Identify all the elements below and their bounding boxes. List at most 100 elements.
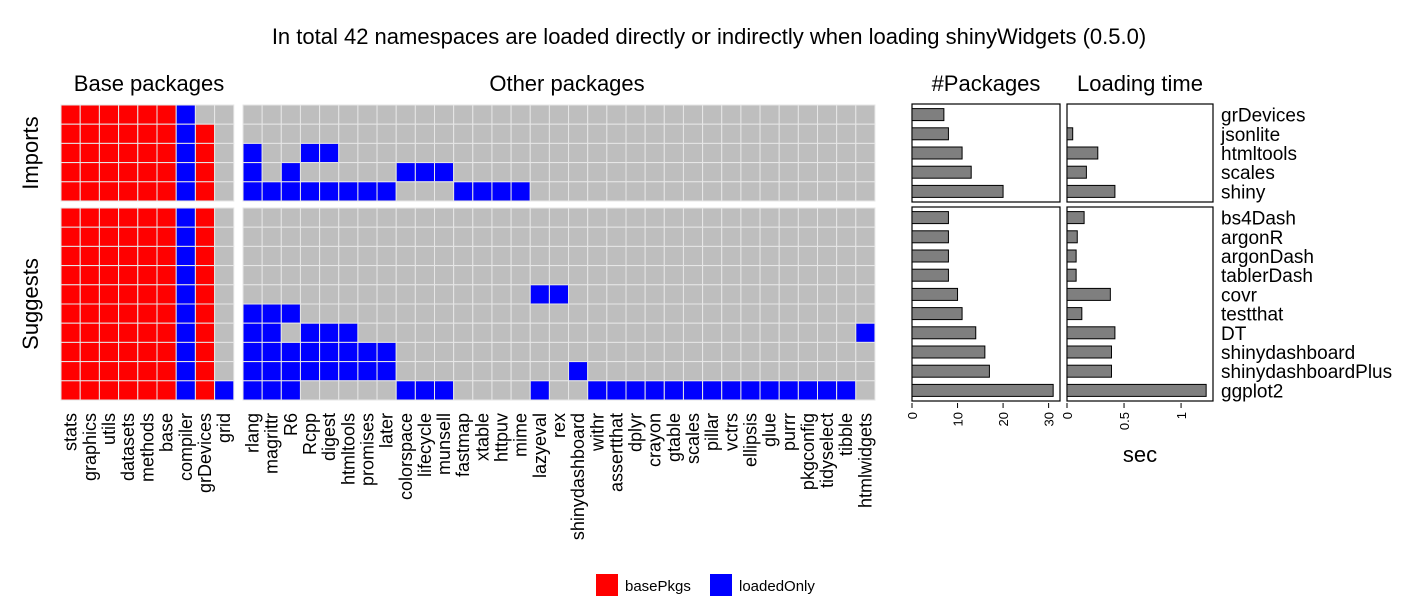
tile-bs4dash-mime — [510, 207, 531, 228]
col-label-methods: methods — [137, 413, 157, 482]
tile-grdevices-vctrs — [721, 104, 742, 125]
tile-shiny-rex — [548, 181, 570, 202]
tile-grdevices-pillar — [702, 104, 723, 125]
tile-argonr-graphics — [79, 226, 100, 247]
tile-shinydashboardplus-graphics — [79, 361, 100, 382]
tile-shinydashboard-xtable — [472, 341, 493, 363]
tile-shinydashboardplus-rcpp — [299, 361, 321, 382]
tile-ggplot2-utils — [98, 380, 120, 401]
tile-shinydashboard-scales — [682, 341, 704, 363]
tile-argondash-methods — [137, 245, 158, 267]
tile-testthat-gtable — [663, 303, 684, 324]
count-bar-htmltools — [911, 146, 963, 160]
tile-grdevices-httpuv — [491, 104, 512, 125]
tile-dt-graphics — [79, 322, 100, 343]
tile-htmltools-datasets — [118, 142, 139, 164]
tile-argonr-fastmap — [453, 226, 474, 247]
tile-dt-tibble — [836, 322, 857, 343]
tile-shiny-r6 — [280, 181, 301, 202]
tile-dt-lifecycle — [414, 322, 436, 343]
tile-testthat-glue — [759, 303, 780, 324]
tile-argondash-tibble — [836, 245, 857, 267]
tile-bs4dash-munsell — [434, 207, 455, 228]
tile-shiny-purrr — [778, 181, 799, 202]
tile-ggplot2-xtable — [472, 380, 493, 401]
tile-shiny-fastmap — [453, 181, 474, 202]
tile-shinydashboardplus-digest — [319, 361, 340, 382]
time-panel-title: Loading time — [1077, 71, 1203, 96]
tile-shinydashboardplus-later — [376, 361, 397, 382]
tile-grdevices-stats — [60, 104, 81, 125]
tile-bs4dash-crayon — [644, 207, 665, 228]
tile-htmltools-scales — [682, 142, 704, 164]
tile-testthat-magrittr — [261, 303, 282, 324]
tile-argondash-assertthat — [606, 245, 627, 267]
tile-shiny-rlang — [242, 181, 263, 202]
tile-dt-munsell — [434, 322, 455, 343]
tile-argondash-datasets — [118, 245, 139, 267]
tile-htmltools-ellipsis — [740, 142, 761, 164]
time-tick-label-1: 1 — [1174, 412, 1189, 419]
tile-ggplot2-htmlwidgets — [855, 380, 876, 401]
tile-ggplot2-shinydashboard — [568, 380, 589, 401]
tile-argonr-colorspace — [395, 226, 416, 247]
tile-ggplot2-purrr — [778, 380, 799, 401]
tile-covr-mime — [510, 284, 531, 305]
tile-tablerdash-withr — [587, 265, 608, 286]
tile-scales-r6 — [280, 162, 301, 183]
tile-tablerdash-xtable — [472, 265, 493, 286]
count-bar-scales — [911, 165, 972, 179]
col-label-grid: grid — [214, 413, 234, 443]
tile-testthat-r6 — [280, 303, 301, 324]
tile-argonr-pillar — [702, 226, 723, 247]
tile-argondash-scales — [682, 245, 704, 267]
tile-shinydashboardplus-stats — [60, 361, 81, 382]
tile-grdevices-munsell — [434, 104, 455, 125]
tile-jsonlite-methods — [137, 123, 158, 144]
tile-dt-later — [376, 322, 397, 343]
tile-htmltools-htmlwidgets — [855, 142, 876, 164]
tile-shinydashboard-colorspace — [395, 341, 416, 363]
tile-bs4dash-ellipsis — [740, 207, 761, 228]
col-label-lifecycle: lifecycle — [415, 413, 435, 477]
tile-shiny-htmlwidgets — [855, 181, 876, 202]
tile-scales-datasets — [118, 162, 139, 183]
tile-testthat-dplyr — [625, 303, 646, 324]
tile-grdevices-rcpp — [299, 104, 321, 125]
legend-label-loadedonly: loadedOnly — [739, 578, 815, 595]
tile-covr-pillar — [702, 284, 723, 305]
tile-covr-methods — [137, 284, 158, 305]
legend-label-basepkgs: basePkgs — [625, 578, 691, 595]
tile-testthat-ellipsis — [740, 303, 761, 324]
col-label-magrittr: magrittr — [262, 413, 282, 474]
tile-argondash-utils — [98, 245, 120, 267]
tile-argondash-graphics — [79, 245, 100, 267]
tile-shiny-munsell — [434, 181, 455, 202]
count-tick-label-20: 20 — [996, 412, 1011, 426]
tile-bs4dash-dplyr — [625, 207, 646, 228]
tile-shinydashboardplus-vctrs — [721, 361, 742, 382]
tile-argonr-grid — [214, 226, 235, 247]
tile-testthat-colorspace — [395, 303, 416, 324]
tile-ggplot2-compiler — [175, 380, 196, 401]
tile-jsonlite-dplyr — [625, 123, 646, 144]
col-label-mime: mime — [511, 413, 531, 457]
count-bar-shinydashboardplus — [911, 364, 990, 378]
tile-jsonlite-grdevices — [194, 123, 216, 144]
tile-htmltools-purrr — [778, 142, 799, 164]
tile-htmltools-assertthat — [606, 142, 627, 164]
col-label-htmlwidgets: htmlwidgets — [855, 413, 875, 508]
tile-grdevices-lifecycle — [414, 104, 436, 125]
tile-argondash-base — [156, 245, 177, 267]
tile-bs4dash-glue — [759, 207, 780, 228]
tile-dt-grdevices — [194, 322, 216, 343]
tile-argonr-vctrs — [721, 226, 742, 247]
tile-htmltools-glue — [759, 142, 780, 164]
chart-title: In total 42 namespaces are loaded direct… — [272, 24, 1146, 49]
tile-testthat-grdevices — [194, 303, 216, 324]
tile-shinydashboardplus-crayon — [644, 361, 665, 382]
tile-testthat-vctrs — [721, 303, 742, 324]
tile-shinydashboard-shinydashboard — [568, 341, 589, 363]
tile-dt-digest — [319, 322, 340, 343]
